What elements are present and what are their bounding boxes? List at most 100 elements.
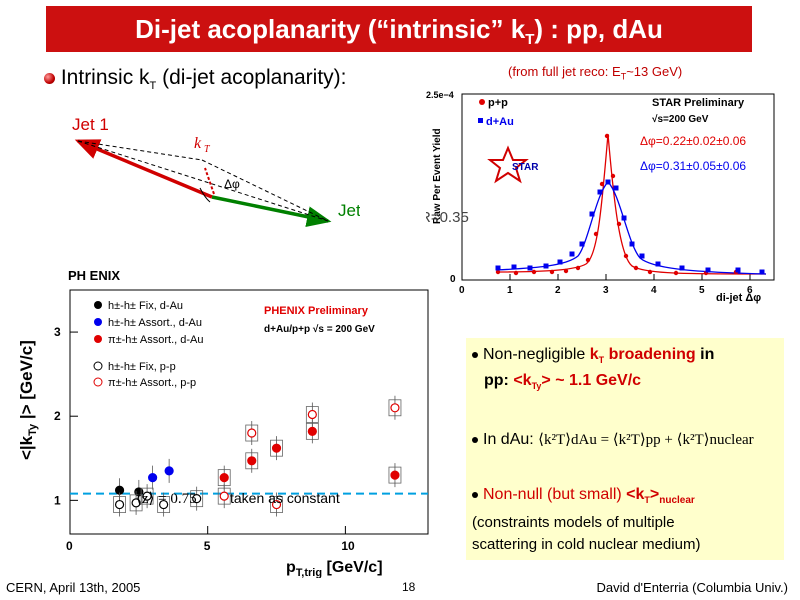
info-line-4: Non-null (but small) <kT>nuclear — [472, 486, 695, 506]
phenix-legend: h±-h± Fix, d-Au h±-h± Assort., d-Au π±-h… — [93, 300, 203, 389]
star-xtick-label: 1 — [507, 285, 513, 296]
star-xtick-label: 5 — [699, 285, 705, 296]
star-dau-point — [613, 185, 619, 191]
bullet-dot-icon — [472, 351, 478, 358]
star-dau-point — [495, 265, 501, 271]
phenix-ylabel-main: <|k — [17, 435, 36, 460]
info-l4b-sub: T — [644, 495, 650, 506]
star-logo: STAR — [487, 145, 539, 184]
info-l1b: k — [589, 346, 599, 363]
jet-diagram: Jet 1 Jet 2 k T Δφ — [72, 115, 360, 228]
star-pp-point — [616, 221, 622, 227]
star-xtick-label: 0 — [459, 285, 465, 296]
star-pp-point — [549, 269, 555, 275]
info-l3a: In dAu: — [483, 431, 539, 448]
star-logo-icon — [487, 145, 529, 184]
kt-label: k — [194, 135, 202, 152]
star-dijet-plot: 2.5e−4 0 Raw Per Event Yield 0 1 2 3 4 5 6 di-… — [426, 84, 784, 304]
star-dau-point — [557, 259, 563, 265]
phenix-xlabel-main: p — [286, 559, 296, 576]
footer-page-number: 18 — [402, 580, 416, 594]
star-dau-point — [735, 267, 741, 273]
star-pp-point — [604, 133, 610, 139]
jet-dashed-line-3 — [201, 159, 329, 222]
phenix-ytick-label: 3 — [54, 325, 61, 339]
phenix-xlabel-suffix: [GeV/c] — [322, 559, 382, 576]
info-line-5: (constraints models of multiple — [472, 514, 675, 531]
star-dau-point — [605, 179, 611, 185]
star-pp-point — [610, 173, 616, 179]
star-legend-pp-marker — [479, 99, 485, 105]
phenix-ylabel-suffix: |> [GeV/c] — [17, 340, 36, 424]
star-dau-point — [655, 261, 661, 267]
info-l2b-sub: Ty — [531, 381, 542, 392]
jet-dashed-line — [77, 140, 329, 222]
star-pp-point — [647, 269, 653, 275]
star-dau-point — [621, 215, 627, 221]
intro-bullet: Intrinsic kT (di-jet acoplanarity): — [44, 66, 347, 92]
star-dau-point — [579, 241, 585, 247]
star-dau-point — [759, 269, 765, 275]
info-l1b-sub: T — [598, 355, 605, 366]
star-legend-pp: p+p — [488, 97, 508, 109]
star-dau-point — [597, 189, 603, 195]
star-legend-dau-marker — [478, 118, 483, 123]
phenix-point-open-red — [307, 409, 317, 420]
dphi-label: Δφ — [224, 177, 240, 191]
from-note-suffix: ~13 GeV) — [626, 64, 683, 79]
star-dau-point — [569, 251, 575, 257]
legend-label-3: h±-h± Fix, p-p — [108, 361, 176, 373]
star-pp-point — [575, 265, 581, 271]
title-sub: T — [525, 31, 535, 49]
star-pp-point — [593, 231, 599, 237]
phenix-constant-annotation: taken as constant — [230, 490, 340, 506]
bullet-ball-icon — [44, 73, 55, 84]
star-ytick-0: 0 — [450, 274, 456, 285]
info-line-3: In dAu: ⟨k²T⟩dAu = ⟨k²T⟩pp + ⟨k²T⟩nuclea… — [472, 430, 754, 449]
phenix-point-filled-red — [219, 473, 229, 483]
phenix-kt-plot: PH ENIX <|kTy |> [GeV/c] pT,trig [GeV/c]… — [17, 268, 429, 578]
legend-marker-4 — [93, 377, 103, 387]
footer-author: David d'Enterria (Columbia Univ.) — [596, 580, 788, 595]
info-l2b: <k — [513, 372, 532, 389]
info-l1d: in — [695, 346, 715, 363]
star-legend-dau: d+Au — [486, 116, 514, 128]
star-dau-point — [589, 211, 595, 217]
title-prefix: Di-jet acoplanarity (“intrinsic” k — [135, 14, 526, 44]
info-l4d: nuclear — [659, 495, 695, 507]
info-l4c: > — [649, 486, 660, 503]
star-xlabel: di-jet Δφ — [716, 292, 761, 304]
phenix-point-filled-red — [247, 456, 257, 466]
bullet-dot-icon — [472, 491, 478, 498]
phenix-ylabel-sub: Ty — [27, 423, 39, 436]
slide-title: Di-jet acoplanarity (“intrinsic” kT) : p… — [46, 6, 752, 52]
intro-sub: T — [149, 80, 157, 93]
info-l4a: Non-null (but small) — [483, 486, 627, 503]
star-pp-point — [673, 270, 679, 276]
phenix-point-open-black — [131, 498, 141, 508]
star-dphi-dau: Δφ=0.31±0.05±0.06 — [640, 159, 746, 173]
star-pp-point — [623, 253, 629, 259]
phenix-logo: PH ENIX — [68, 268, 120, 283]
info-l4b: <k — [626, 486, 645, 503]
phenix-points — [113, 395, 402, 517]
phenix-point-filled-blue — [164, 466, 174, 476]
legend-label-1: h±-h± Assort., d-Au — [108, 317, 202, 329]
phenix-point-open-black — [192, 494, 202, 504]
phenix-ylabel: <|kTy |> [GeV/c] — [17, 340, 39, 460]
legend-label-2: π±-h± Assort., d-Au — [108, 334, 203, 346]
phenix-z-annotation: ⟨z⟩ = 0.75 — [136, 491, 197, 507]
legend-marker-2 — [94, 335, 102, 343]
from-note-prefix: (from full jet reco: E — [508, 64, 621, 79]
legend-marker-0 — [94, 301, 102, 309]
phenix-xtick-label: 10 — [341, 539, 355, 553]
phenix-point-open-red — [390, 403, 400, 413]
phenix-point-open-red — [271, 499, 282, 510]
info-line-2: pp: <kTy> ~ 1.1 GeV/c — [484, 372, 641, 391]
star-sqrts: √s=200 GeV — [652, 114, 709, 125]
footer-date: CERN, April 13th, 2005 — [6, 580, 141, 595]
jet1-arrow — [74, 139, 213, 199]
phenix-xtick-label: 0 — [66, 539, 73, 553]
phenix-xlabel-sub: T,trig — [296, 567, 322, 578]
info-l1a: Non-negligible — [483, 346, 590, 363]
